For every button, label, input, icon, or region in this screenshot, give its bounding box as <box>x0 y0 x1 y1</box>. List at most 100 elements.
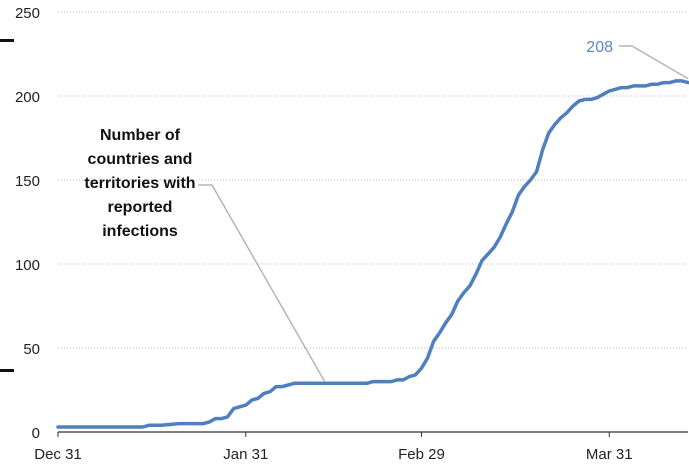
data-point <box>656 83 659 86</box>
annotation-line: Number of <box>100 127 181 144</box>
end-label-leader <box>619 45 689 80</box>
data-point <box>450 313 453 316</box>
data-point <box>341 382 344 385</box>
data-point <box>662 81 665 84</box>
data-point <box>456 300 459 303</box>
data-point <box>396 378 399 381</box>
data-point <box>499 236 502 239</box>
data-point <box>523 185 526 188</box>
y-tick-labels: 0 50 100 150 200 250 <box>15 5 40 442</box>
series-annotation: Number of countries and territories with re… <box>84 127 195 240</box>
data-point <box>147 424 150 427</box>
annotation-line: territories with <box>84 175 195 192</box>
data-point <box>559 116 562 119</box>
y-tick-label: 0 <box>32 425 40 442</box>
y-tick-label: 200 <box>15 89 40 106</box>
data-point <box>481 259 484 262</box>
y-tick-label: 150 <box>15 173 40 190</box>
data-point <box>487 252 490 255</box>
data-point <box>444 321 447 324</box>
data-point <box>402 378 405 381</box>
data-point <box>372 380 375 383</box>
data-point <box>275 385 278 388</box>
data-point <box>153 424 156 427</box>
data-point <box>420 367 423 370</box>
x-tick-label: Jan 31 <box>223 446 268 463</box>
annotation-line: infections <box>102 223 178 240</box>
data-point <box>57 426 60 429</box>
data-point <box>305 382 308 385</box>
left-edge-mark-top <box>0 39 14 42</box>
y-tick-label: 250 <box>15 5 40 22</box>
data-point <box>256 397 259 400</box>
data-point <box>408 375 411 378</box>
data-point <box>378 380 381 383</box>
annotation-line: reported <box>108 199 173 216</box>
data-point <box>535 170 538 173</box>
data-point <box>299 382 302 385</box>
data-point <box>359 382 362 385</box>
data-point <box>232 407 235 410</box>
data-point <box>571 105 574 108</box>
data-point <box>335 382 338 385</box>
data-point <box>578 100 581 103</box>
data-point <box>650 83 653 86</box>
data-point <box>178 422 181 425</box>
series-line-countries <box>56 79 689 429</box>
data-point <box>596 96 599 99</box>
data-point <box>620 86 623 89</box>
x-tick-label: Mar 31 <box>586 446 633 463</box>
data-point <box>414 373 417 376</box>
data-point <box>365 382 368 385</box>
annotation-leader-line <box>198 184 326 382</box>
x-tick-label: Dec 31 <box>34 446 82 463</box>
data-point <box>541 148 544 151</box>
data-point <box>87 426 90 429</box>
x-tick-labels: Dec 31 Jan 31 Feb 29 Mar 31 <box>34 432 633 463</box>
data-point <box>384 380 387 383</box>
y-tick-label: 100 <box>15 257 40 274</box>
data-point <box>505 222 508 225</box>
data-point <box>644 84 647 87</box>
left-edge-mark-bottom <box>0 369 14 372</box>
data-point <box>190 422 193 425</box>
data-point <box>529 179 532 182</box>
data-point <box>293 382 296 385</box>
data-point <box>584 98 587 101</box>
data-point <box>184 422 187 425</box>
data-point <box>626 86 629 89</box>
y-tick-label: 50 <box>23 341 40 358</box>
data-point <box>287 384 290 387</box>
data-point <box>226 415 229 418</box>
data-point <box>511 210 514 213</box>
data-point <box>323 382 326 385</box>
data-point <box>553 123 556 126</box>
data-point <box>117 426 120 429</box>
y-gridlines <box>58 11 688 349</box>
data-point <box>141 426 144 429</box>
data-point <box>468 284 471 287</box>
data-point <box>602 93 605 96</box>
data-point <box>220 417 223 420</box>
data-point <box>432 340 435 343</box>
data-point <box>462 291 465 294</box>
data-point <box>614 88 617 91</box>
annotation-line: countries and <box>88 151 193 168</box>
data-point <box>547 132 550 135</box>
data-point <box>135 426 138 429</box>
data-point <box>202 422 205 425</box>
data-point <box>347 382 350 385</box>
data-point <box>353 382 356 385</box>
data-point <box>281 385 284 388</box>
data-point <box>196 422 199 425</box>
data-point <box>668 81 671 84</box>
data-point <box>329 382 332 385</box>
data-point <box>590 98 593 101</box>
data-point <box>244 404 247 407</box>
data-point <box>438 331 441 334</box>
data-point <box>214 417 217 420</box>
data-point <box>250 399 253 402</box>
data-point <box>160 424 163 427</box>
data-point <box>493 246 496 249</box>
